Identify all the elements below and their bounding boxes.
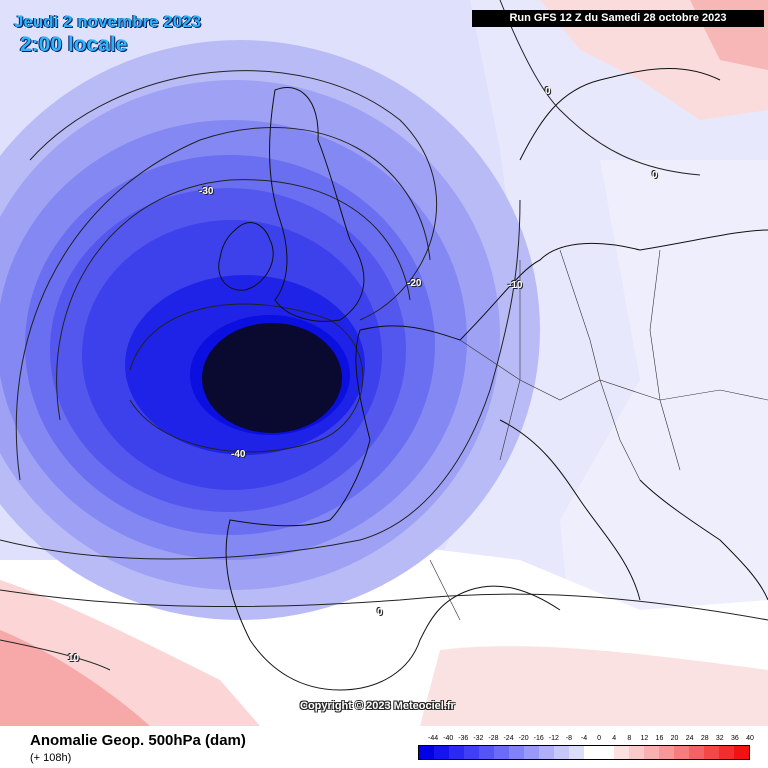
scale-ticks: -44 -40 -36 -32 -28 -24 -20 -16 -12 -8 -4 0 4 8 12 16 20… <box>418 735 754 745</box>
scale-swatch <box>704 746 719 759</box>
scale-tick-label: 32 <box>715 735 724 742</box>
scale-swatch <box>644 746 659 759</box>
scale-tick-label: -24 <box>503 735 514 742</box>
contour-line-20 <box>15 126 431 481</box>
coast-france-iberia <box>225 329 561 691</box>
scale-tick-label: 12 <box>640 735 649 742</box>
scale-swatch <box>674 746 689 759</box>
scale-bar <box>418 745 750 760</box>
run-info: Run GFS 12 Z du Samedi 28 octobre 2023 <box>472 10 764 27</box>
scale-tick-label: -16 <box>533 735 544 742</box>
scale-swatch <box>719 746 734 759</box>
scale-swatch <box>659 746 674 759</box>
coast-balkans <box>639 479 768 601</box>
scale-tick-label: 24 <box>685 735 694 742</box>
forecast-date: Jeudi 2 novembre 2023 <box>14 12 202 31</box>
scale-swatch <box>494 746 509 759</box>
contour-line-outer <box>29 70 438 321</box>
contour-label: -10 <box>508 280 523 291</box>
coast-scandinavia <box>519 67 721 161</box>
contour-label: 0 <box>377 607 383 618</box>
scale-swatch <box>434 746 449 759</box>
scale-tick-label: -28 <box>488 735 499 742</box>
contour-lines <box>0 0 768 671</box>
scale-swatch <box>689 746 704 759</box>
variable-title: Anomalie Geop. 500hPa (dam) <box>30 732 246 749</box>
contour-line-30 <box>56 179 411 421</box>
coast-great-britain <box>269 87 365 322</box>
east-light-field <box>560 160 768 726</box>
contour-line-40 <box>129 303 364 453</box>
contour-label: 0 <box>652 170 658 181</box>
scale-swatch <box>539 746 554 759</box>
scale-swatch <box>599 746 614 759</box>
contour-line-10 <box>0 199 521 560</box>
scale-swatch <box>584 746 599 759</box>
scale-swatch <box>554 746 569 759</box>
footer: Anomalie Geop. 500hPa (dam) (+ 108h) -44… <box>0 726 768 768</box>
color-scale: -44 -40 -36 -32 -28 -24 -20 -16 -12 -8 -4 0 4 8 12 16 20… <box>418 735 754 760</box>
copyright-text: Copyright © 2023 Meteociel.fr <box>300 700 455 712</box>
contour-label: -30 <box>199 186 214 197</box>
scale-tick-label: -44 <box>428 735 439 742</box>
scale-tick-label: -20 <box>518 735 529 742</box>
contour-line-0-north <box>499 0 701 176</box>
scale-swatch <box>524 746 539 759</box>
scale-tick-label: 8 <box>627 735 632 742</box>
scale-swatch <box>734 746 749 759</box>
local-time: 2:00 locale <box>20 33 128 56</box>
anomaly-map <box>0 0 768 726</box>
scale-tick-label: 40 <box>746 735 754 742</box>
scale-tick-label: -8 <box>565 735 573 742</box>
scale-swatch <box>569 746 584 759</box>
scale-swatch <box>614 746 629 759</box>
scale-tick-label: 20 <box>670 735 679 742</box>
contour-label: -40 <box>231 449 246 460</box>
lead-time: (+ 108h) <box>30 752 72 764</box>
scale-tick-label: 28 <box>700 735 709 742</box>
low-core <box>202 323 342 433</box>
coast-italy <box>499 419 641 601</box>
scale-tick-label: 4 <box>612 735 617 742</box>
scale-tick-label: -32 <box>473 735 484 742</box>
contour-line-0-south <box>0 589 768 621</box>
coast-north-europe <box>359 229 768 341</box>
scale-tick-label: -4 <box>580 735 588 742</box>
scale-swatch <box>449 746 464 759</box>
contour-label: 0 <box>545 86 551 97</box>
map-panel: Jeudi 2 novembre 2023 2:00 locale Run GF… <box>0 0 768 726</box>
coast-ireland <box>218 222 274 291</box>
scale-tick-label: -12 <box>548 735 559 742</box>
contour-label: 10 <box>68 653 80 664</box>
scale-swatch <box>629 746 644 759</box>
coastlines <box>218 67 768 691</box>
positive-anomaly-south <box>420 646 768 726</box>
scale-tick-label: -40 <box>443 735 454 742</box>
scale-tick-label: -36 <box>458 735 469 742</box>
borders <box>429 249 768 621</box>
scale-tick-label: 0 <box>597 735 602 742</box>
scale-swatch <box>464 746 479 759</box>
scale-tick-label: 16 <box>655 735 664 742</box>
scale-swatch <box>509 746 524 759</box>
contour-label: -20 <box>407 278 422 289</box>
scale-tick-label: 36 <box>731 735 739 742</box>
scale-swatch <box>479 746 494 759</box>
scale-swatch <box>419 746 434 759</box>
positive-anomaly-southwest-core <box>0 630 150 726</box>
contour-line-10-southwest <box>0 639 111 671</box>
